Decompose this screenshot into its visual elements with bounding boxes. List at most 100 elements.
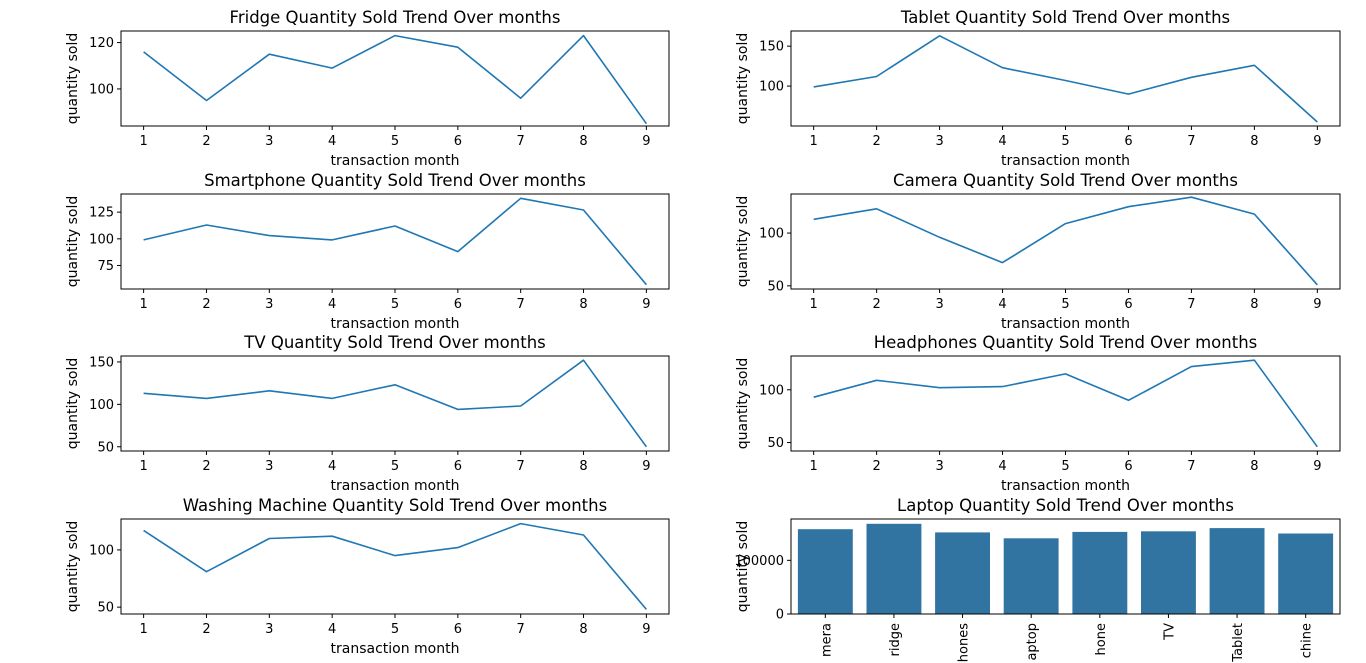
x-axis-label: transaction month: [331, 478, 460, 494]
x-tick-label: 1: [139, 459, 147, 474]
x-tick-label: 6: [1124, 134, 1132, 149]
x-tick-label: 1: [139, 134, 147, 149]
axes-frame: [120, 193, 670, 290]
subplot-8: Laptop Quantity Sold Trend Over months qu…: [734, 496, 1341, 663]
x-tick-label: 3: [935, 134, 943, 149]
bar: [1003, 538, 1059, 614]
subplot-5: TV Quantity Sold Trend Over months quanti…: [65, 333, 670, 494]
y-tick-label: 0: [776, 608, 784, 623]
x-tick-label: 9: [1313, 459, 1321, 474]
series-line: [143, 359, 648, 448]
x-tick-label: 2: [202, 459, 210, 474]
x-tick-label: 3: [265, 134, 273, 149]
y-tick-label: 100: [759, 227, 784, 242]
x-tick-label: Tablet: [1231, 623, 1246, 663]
x-axis-label: transaction month: [331, 641, 460, 657]
y-axis-label: quantity sold: [735, 358, 751, 449]
bar: [1209, 528, 1265, 614]
x-tick-label: 1: [810, 134, 818, 149]
x-axis-label: transaction month: [1001, 316, 1130, 332]
y-tick-label: 50: [767, 436, 784, 451]
x-tick-label: 8: [1250, 297, 1258, 312]
y-tick-label: 100: [759, 80, 784, 95]
x-tick-label: 5: [1061, 134, 1069, 149]
x-tick-label: 8: [579, 134, 587, 149]
x-tick-label: 5: [391, 134, 399, 149]
x-tick-label: 7: [517, 459, 525, 474]
bar: [797, 529, 853, 614]
bar: [1072, 531, 1128, 614]
y-tick-label: 150: [759, 40, 784, 55]
x-tick-label: 8: [579, 459, 587, 474]
y-tick-label: 75: [97, 259, 114, 274]
x-tick-label: 6: [1124, 297, 1132, 312]
y-axis-label: quantity sold: [735, 196, 751, 287]
x-tick-label: 8: [579, 297, 587, 312]
series-line: [143, 522, 648, 610]
bar: [935, 532, 990, 614]
x-tick-label: 7: [517, 134, 525, 149]
x-tick-label: 4: [328, 134, 336, 149]
x-tick-label: chine: [1300, 623, 1315, 658]
subplot-4: Camera Quantity Sold Trend Over months qu…: [735, 171, 1341, 332]
y-tick-label: 50: [97, 440, 114, 455]
chart-title: Laptop Quantity Sold Trend Over months: [897, 496, 1234, 515]
x-tick-label: 1: [139, 622, 147, 637]
x-tick-label: 2: [202, 622, 210, 637]
x-tick-label: ridge: [888, 623, 903, 656]
x-tick-label: 3: [935, 297, 943, 312]
series-line: [813, 34, 1318, 123]
y-tick-label: 100: [89, 543, 114, 558]
x-tick-label: 2: [872, 459, 880, 474]
chart-title: Smartphone Quantity Sold Trend Over mont…: [204, 171, 586, 190]
x-tick-label: mera: [819, 623, 834, 657]
axes-frame: [790, 518, 1341, 615]
x-tick-label: 9: [1313, 134, 1321, 149]
x-tick-label: 2: [872, 134, 880, 149]
y-tick-label: 120: [89, 36, 114, 51]
x-tick-label: 2: [202, 134, 210, 149]
x-tick-label: 9: [642, 297, 650, 312]
x-axis-label: transaction month: [1001, 153, 1130, 169]
x-tick-label: 9: [642, 622, 650, 637]
x-tick-label: 1: [139, 297, 147, 312]
x-tick-label: 3: [265, 622, 273, 637]
x-tick-label: hone: [1094, 623, 1109, 655]
y-axis-label: quantity sold: [65, 521, 81, 612]
axes-frame: [120, 355, 670, 452]
x-tick-label: 8: [1250, 134, 1258, 149]
x-tick-label: 3: [265, 297, 273, 312]
x-tick-label: hones: [957, 623, 972, 662]
axes-frame: [120, 30, 670, 127]
series-line: [143, 197, 648, 286]
y-tick-label: 100: [759, 383, 784, 398]
series-line: [143, 34, 648, 125]
x-tick-label: 1: [810, 297, 818, 312]
x-tick-label: 8: [1250, 459, 1258, 474]
x-tick-label: 7: [517, 622, 525, 637]
x-tick-label: 4: [998, 297, 1006, 312]
x-tick-label: 5: [391, 622, 399, 637]
x-tick-label: 3: [265, 459, 273, 474]
x-tick-label: 7: [1187, 134, 1195, 149]
x-tick-label: 7: [1187, 459, 1195, 474]
bar: [1141, 531, 1196, 614]
x-tick-label: 6: [1124, 459, 1132, 474]
x-tick-label: 9: [642, 459, 650, 474]
x-tick-label: aptop: [1025, 623, 1040, 661]
x-tick-label: TV: [1162, 623, 1177, 641]
x-tick-label: 6: [454, 459, 462, 474]
y-axis-label: quantity sold: [65, 33, 81, 124]
y-tick-label: 100: [89, 232, 114, 247]
x-tick-label: 4: [998, 134, 1006, 149]
y-axis-label: quantity sold: [735, 521, 751, 612]
series-line: [813, 359, 1318, 448]
y-tick-label: 50: [767, 279, 784, 294]
x-tick-label: 4: [998, 459, 1006, 474]
x-tick-label: 9: [642, 134, 650, 149]
y-axis-label: quantity sold: [735, 33, 751, 124]
series-line: [813, 196, 1318, 286]
y-tick-label: 125: [89, 206, 114, 221]
y-tick-label: 100000: [734, 554, 784, 569]
y-tick-label: 150: [89, 355, 114, 370]
